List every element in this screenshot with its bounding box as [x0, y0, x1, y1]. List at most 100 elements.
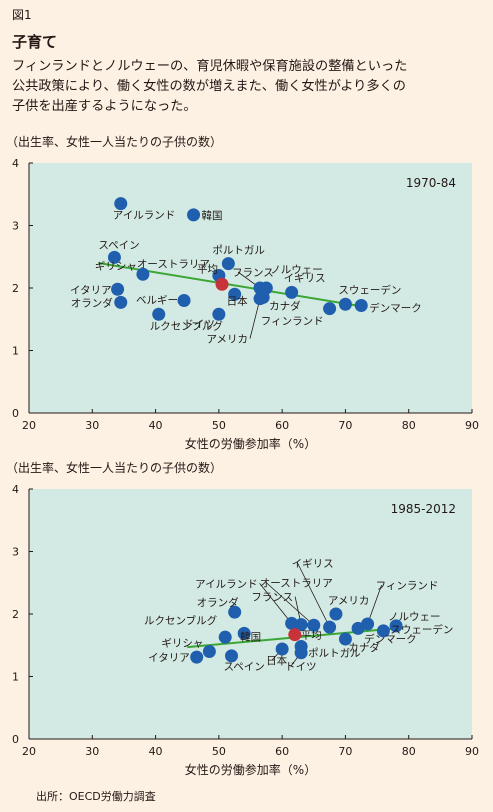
point-label: イギリス	[292, 558, 334, 570]
point-label: イタリア	[148, 652, 190, 664]
point-label: アイルランド	[195, 578, 257, 590]
point-label: 日本	[266, 654, 287, 667]
x-tick-label: 60	[275, 745, 289, 758]
point-label: アメリカ	[207, 334, 248, 346]
point-label: ポルトガル	[308, 648, 361, 660]
y-tick-label: 3	[12, 546, 19, 559]
data-point	[114, 295, 128, 309]
lead-line: 子供を出産するようになった。	[12, 99, 197, 114]
data-point	[228, 605, 242, 619]
point-label: オーストラリア	[137, 259, 210, 271]
x-tick-label: 40	[149, 419, 163, 432]
data-point	[228, 287, 242, 301]
x-axis-label: 女性の労働参加率（%）	[185, 436, 316, 451]
data-point	[329, 607, 343, 621]
average-point	[288, 628, 302, 642]
data-point	[202, 645, 216, 658]
point-label: ベルギー	[136, 295, 178, 307]
data-point	[221, 257, 235, 271]
data-point	[389, 619, 403, 633]
point-label: ルクセンブルグ	[150, 319, 224, 332]
x-tick-label: 30	[85, 419, 99, 432]
point-label: アイルランド	[113, 210, 175, 222]
data-point	[285, 616, 299, 630]
x-tick-label: 90	[465, 745, 479, 758]
figure-label: 図1	[12, 8, 32, 22]
point-label: オーストラリア	[260, 577, 333, 589]
lead-line: 公共政策により、働く女性の数が増えまた、働く女性がより多くの	[12, 79, 406, 94]
data-point	[354, 299, 368, 312]
point-label: スウェーデン	[390, 623, 453, 636]
data-point	[294, 618, 308, 632]
data-point	[152, 307, 166, 321]
y-axis-label: （出生率、女性一人当たりの子供の数）	[6, 460, 222, 475]
y-tick-label: 2	[12, 282, 19, 295]
x-tick-label: 80	[402, 419, 416, 432]
point-label: アメリカ	[328, 595, 369, 607]
point-label: ルクセンブルグ	[144, 614, 218, 627]
data-point	[177, 294, 191, 307]
leader-line	[259, 583, 292, 624]
data-point	[376, 624, 390, 638]
point-label: 日本	[227, 294, 248, 307]
y-tick-label: 4	[12, 483, 19, 496]
point-label: フィンランド	[261, 316, 324, 328]
point-label: 韓国	[202, 210, 223, 222]
x-tick-label: 60	[275, 419, 289, 432]
x-tick-label: 70	[338, 419, 352, 432]
data-point	[218, 630, 232, 644]
period-label: 1970-84	[406, 176, 456, 190]
data-point	[190, 650, 204, 664]
point-label: 平均	[197, 263, 218, 275]
data-point	[323, 620, 337, 634]
point-label: イタリア	[70, 284, 112, 296]
plot-area	[29, 489, 472, 739]
x-tick-label: 30	[85, 745, 99, 758]
y-tick-label: 2	[12, 608, 19, 621]
y-tick-label: 3	[12, 220, 19, 233]
data-point	[212, 307, 226, 321]
point-label: ポルトガル	[212, 245, 265, 257]
data-point	[111, 282, 125, 296]
data-point	[187, 208, 201, 222]
point-label: ノルウェー	[270, 264, 323, 276]
x-tick-label: 50	[212, 745, 226, 758]
point-label: 平均	[301, 630, 322, 642]
x-tick-label: 70	[338, 745, 352, 758]
y-tick-label: 1	[12, 671, 19, 684]
data-point	[338, 632, 352, 646]
data-point	[323, 302, 337, 316]
data-point	[338, 297, 352, 311]
data-point	[351, 621, 365, 635]
leader-line	[367, 584, 382, 625]
y-tick-label: 0	[12, 407, 19, 420]
lead-text: フィンランドとノルウェーの、育児休暇や保育施設の整備といった 公共政策により、働…	[12, 57, 482, 117]
data-point	[307, 618, 321, 632]
scatter-chart-1970-84: （出生率、女性一人当たりの子供の数） 0 1 2 3 4 20 30 40 50 60 70 80 90 女…	[6, 134, 479, 451]
point-label: フランス	[232, 267, 274, 279]
point-label: ギリシャ	[161, 638, 203, 650]
data-point	[285, 285, 299, 299]
point-label: カナダ	[269, 299, 301, 312]
data-point	[253, 292, 267, 306]
data-point	[136, 267, 150, 281]
point-label: オランダ	[197, 596, 239, 609]
y-tick-label: 4	[12, 157, 19, 170]
y-axis-label: （出生率、女性一人当たりの子供の数）	[6, 134, 222, 149]
source-note: 出所：OECD労働力調査	[36, 790, 156, 803]
data-point	[237, 626, 251, 640]
scatter-chart-1985-2012: （出生率、女性一人当たりの子供の数） 0 1 2 3 4 20 30 40 50 60 70 80 90 女…	[6, 460, 479, 777]
point-label: デンマーク	[369, 302, 422, 315]
leader-line	[297, 562, 330, 628]
period-label: 1985-2012	[391, 502, 456, 516]
point-label: カナダ	[348, 641, 380, 654]
point-label: フィンランド	[376, 580, 439, 592]
point-label: オランダ	[71, 296, 113, 309]
x-tick-label: 80	[402, 745, 416, 758]
data-point	[107, 250, 121, 264]
point-label: ドイツ	[183, 318, 215, 330]
leader-line	[265, 581, 315, 626]
x-axis-label: 女性の労働参加率（%）	[185, 762, 316, 777]
x-tick-label: 90	[465, 419, 479, 432]
x-tick-label: 40	[149, 745, 163, 758]
